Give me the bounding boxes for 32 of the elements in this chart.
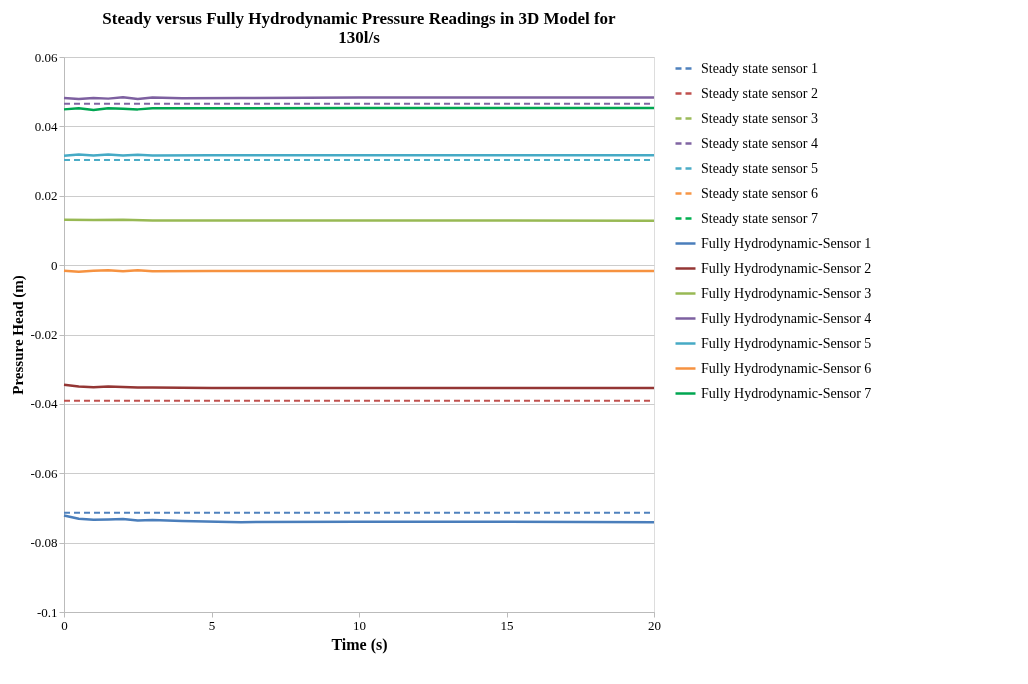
x-tick-label: 0	[61, 617, 68, 633]
legend-label: Fully Hydrodynamic-Sensor 2	[701, 260, 872, 276]
legend-label: Fully Hydrodynamic-Sensor 3	[701, 285, 872, 301]
y-tick-label: 0.06	[34, 49, 58, 65]
x-axis-title: Time (s)	[331, 635, 388, 654]
legend-label: Fully Hydrodynamic-Sensor 7	[701, 385, 872, 401]
legend-label: Steady state sensor 4	[701, 135, 819, 151]
x-tick-label: 5	[208, 617, 216, 633]
y-tick-label: -0.06	[30, 465, 58, 481]
y-tick-label: 0.04	[34, 118, 58, 134]
y-tick-label: 0.02	[34, 188, 58, 204]
legend-label: Steady state sensor 3	[701, 110, 819, 126]
line-series	[62, 514, 656, 524]
legend-label: Steady state sensor 5	[701, 160, 819, 176]
x-tick-label: 15	[500, 617, 514, 633]
legend-label: Steady state sensor 6	[701, 185, 819, 201]
legend-label: Steady state sensor 2	[701, 85, 819, 101]
x-tick-label: 10	[353, 617, 366, 633]
y-tick-label: -0.08	[30, 535, 58, 551]
chart-title: Steady versus Fully Hydrodynamic Pressure Readings in 3D Model for 130l/s	[102, 9, 617, 47]
legend-label: Steady state sensor 1	[701, 60, 819, 76]
x-tick-label: 20	[648, 617, 661, 633]
legend-label: Fully Hydrodynamic-Sensor 6	[701, 360, 872, 376]
y-tick-label: 0	[51, 257, 58, 273]
legend-label: Fully Hydrodynamic-Sensor 4	[701, 310, 872, 326]
y-tick-label: -0.04	[30, 396, 58, 412]
legend-label: Steady state sensor 7	[701, 210, 819, 226]
legend-label: Fully Hydrodynamic-Sensor 1	[701, 235, 872, 251]
y-tick-label: -0.1	[36, 604, 58, 620]
y-tick-label: -0.02	[30, 327, 58, 342]
legend-label: Fully Hydrodynamic-Sensor 5	[701, 335, 872, 351]
y-axis-title: Pressure Head (m)	[10, 275, 28, 395]
